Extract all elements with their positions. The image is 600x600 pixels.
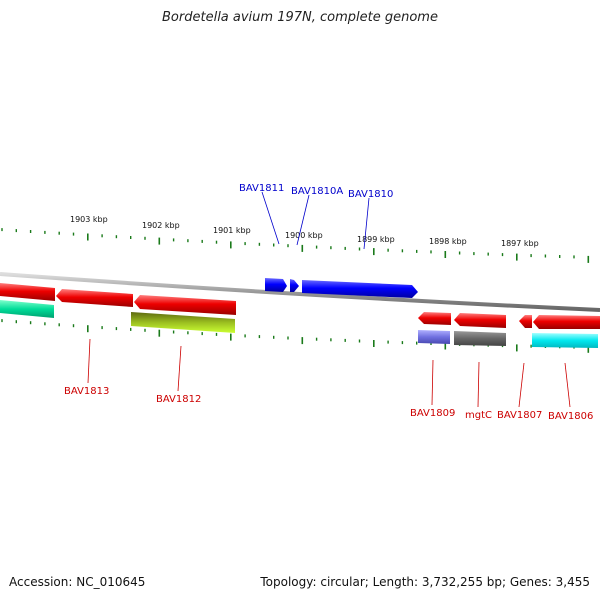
gene-arrow-mgtc[interactable]: [454, 313, 506, 328]
forward-strand: [265, 278, 418, 298]
gene-arrow-bav1811[interactable]: [265, 278, 287, 292]
ruler-label: 1903 kbp: [70, 215, 108, 224]
gene-label-bav1809: BAV1809: [410, 408, 455, 419]
genome-summary-text: Topology: circular; Length: 3,732,255 bp…: [260, 575, 590, 589]
category-boxes: [0, 300, 598, 348]
accession-text: Accession: NC_010645: [9, 575, 146, 589]
gene-label-bav1811: BAV1811: [239, 183, 284, 194]
ruler-label: 1901 kbp: [213, 226, 251, 235]
gene-arrow-bav1812[interactable]: [134, 295, 236, 315]
gene-label-bav1810: BAV1810: [348, 189, 393, 200]
gene-label-bav1807: BAV1807: [497, 410, 542, 421]
ruler-label: 1899 kbp: [357, 235, 395, 244]
reverse-strand: [0, 283, 600, 329]
ruler-label: 1898 kbp: [429, 237, 467, 246]
gene-arrow-bav1810a[interactable]: [290, 279, 299, 292]
genome-backbone: [0, 272, 600, 312]
gene-label-bav1806: BAV1806: [548, 411, 593, 422]
ruler-label: 1902 kbp: [142, 221, 180, 230]
gene-label-bav1812: BAV1812: [156, 394, 201, 405]
outer-ruler: [1, 228, 590, 263]
gene-arrow-bav1806[interactable]: [533, 315, 600, 329]
category-box-purple: [418, 330, 450, 344]
genome-title: Bordetella avium 197N, complete genome: [162, 10, 438, 25]
gene-arrow-bav1810[interactable]: [302, 280, 418, 298]
forward-labels: BAV1811 BAV1810A BAV1810: [239, 183, 393, 250]
reverse-labels: BAV1813 BAV1812 BAV1809 mgtC BAV1807 BAV…: [64, 338, 593, 422]
gene-label-bav1810a: BAV1810A: [291, 186, 343, 197]
gene-arrow-left-edge[interactable]: [0, 283, 55, 301]
gene-label-bav1813: BAV1813: [64, 386, 109, 397]
gene-label-mgtc: mgtC: [465, 410, 492, 421]
gene-arrow-bav1813[interactable]: [56, 289, 133, 307]
category-box-cyan: [532, 333, 598, 348]
category-box-lime: [131, 312, 235, 333]
ruler-labels: 1903 kbp 1902 kbp 1901 kbp 1900 kbp 1899…: [70, 215, 539, 248]
ruler-label: 1897 kbp: [501, 239, 539, 248]
category-box-grey: [454, 331, 506, 346]
ruler-label: 1900 kbp: [285, 231, 323, 240]
category-box-teal: [0, 300, 54, 318]
gene-arrow-bav1809[interactable]: [418, 312, 451, 325]
gene-arrow-bav1807[interactable]: [519, 315, 532, 328]
